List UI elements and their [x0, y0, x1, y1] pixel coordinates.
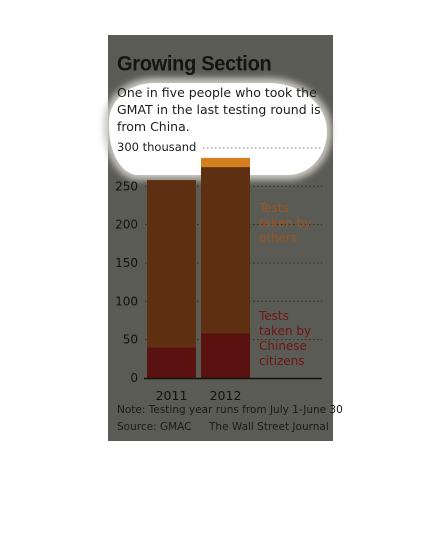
- bar-highlight-2012: [201, 157, 250, 168]
- y-axis-unit-label: 300 thousand: [117, 140, 197, 154]
- bar-2011-series-1: [147, 180, 196, 348]
- chart-note: Note: Testing year runs from July 1-June…: [117, 404, 343, 416]
- y-tick-label: 250: [115, 179, 138, 193]
- y-tick-label: 0: [130, 371, 138, 385]
- chart-title: Growing Section: [117, 52, 272, 76]
- bar-2012-series-1: [201, 167, 250, 334]
- y-tick-label: 150: [115, 256, 138, 270]
- y-tick-label: 50: [123, 333, 138, 347]
- y-tick-label: 200: [115, 218, 138, 232]
- chart-source: Source: GMAC: [117, 421, 192, 433]
- y-tick-label: 100: [115, 294, 138, 308]
- chart-subtitle: One in five people who took the GMAT in …: [117, 85, 321, 134]
- stacked-bar-chart: 0 50 100 150 200 250 2011 2012: [115, 147, 322, 403]
- bar-2011-series-0: [147, 347, 196, 378]
- bar-2012-series-0: [201, 333, 250, 378]
- legend-chinese-citizens: Tests taken by Chinese citizens: [259, 309, 312, 368]
- x-tick-label: 2012: [210, 388, 242, 403]
- legend-others: Tests taken by others: [259, 201, 312, 245]
- publisher-credit: The Wall Street Journal: [209, 421, 329, 433]
- x-tick-label: 2011: [156, 388, 188, 403]
